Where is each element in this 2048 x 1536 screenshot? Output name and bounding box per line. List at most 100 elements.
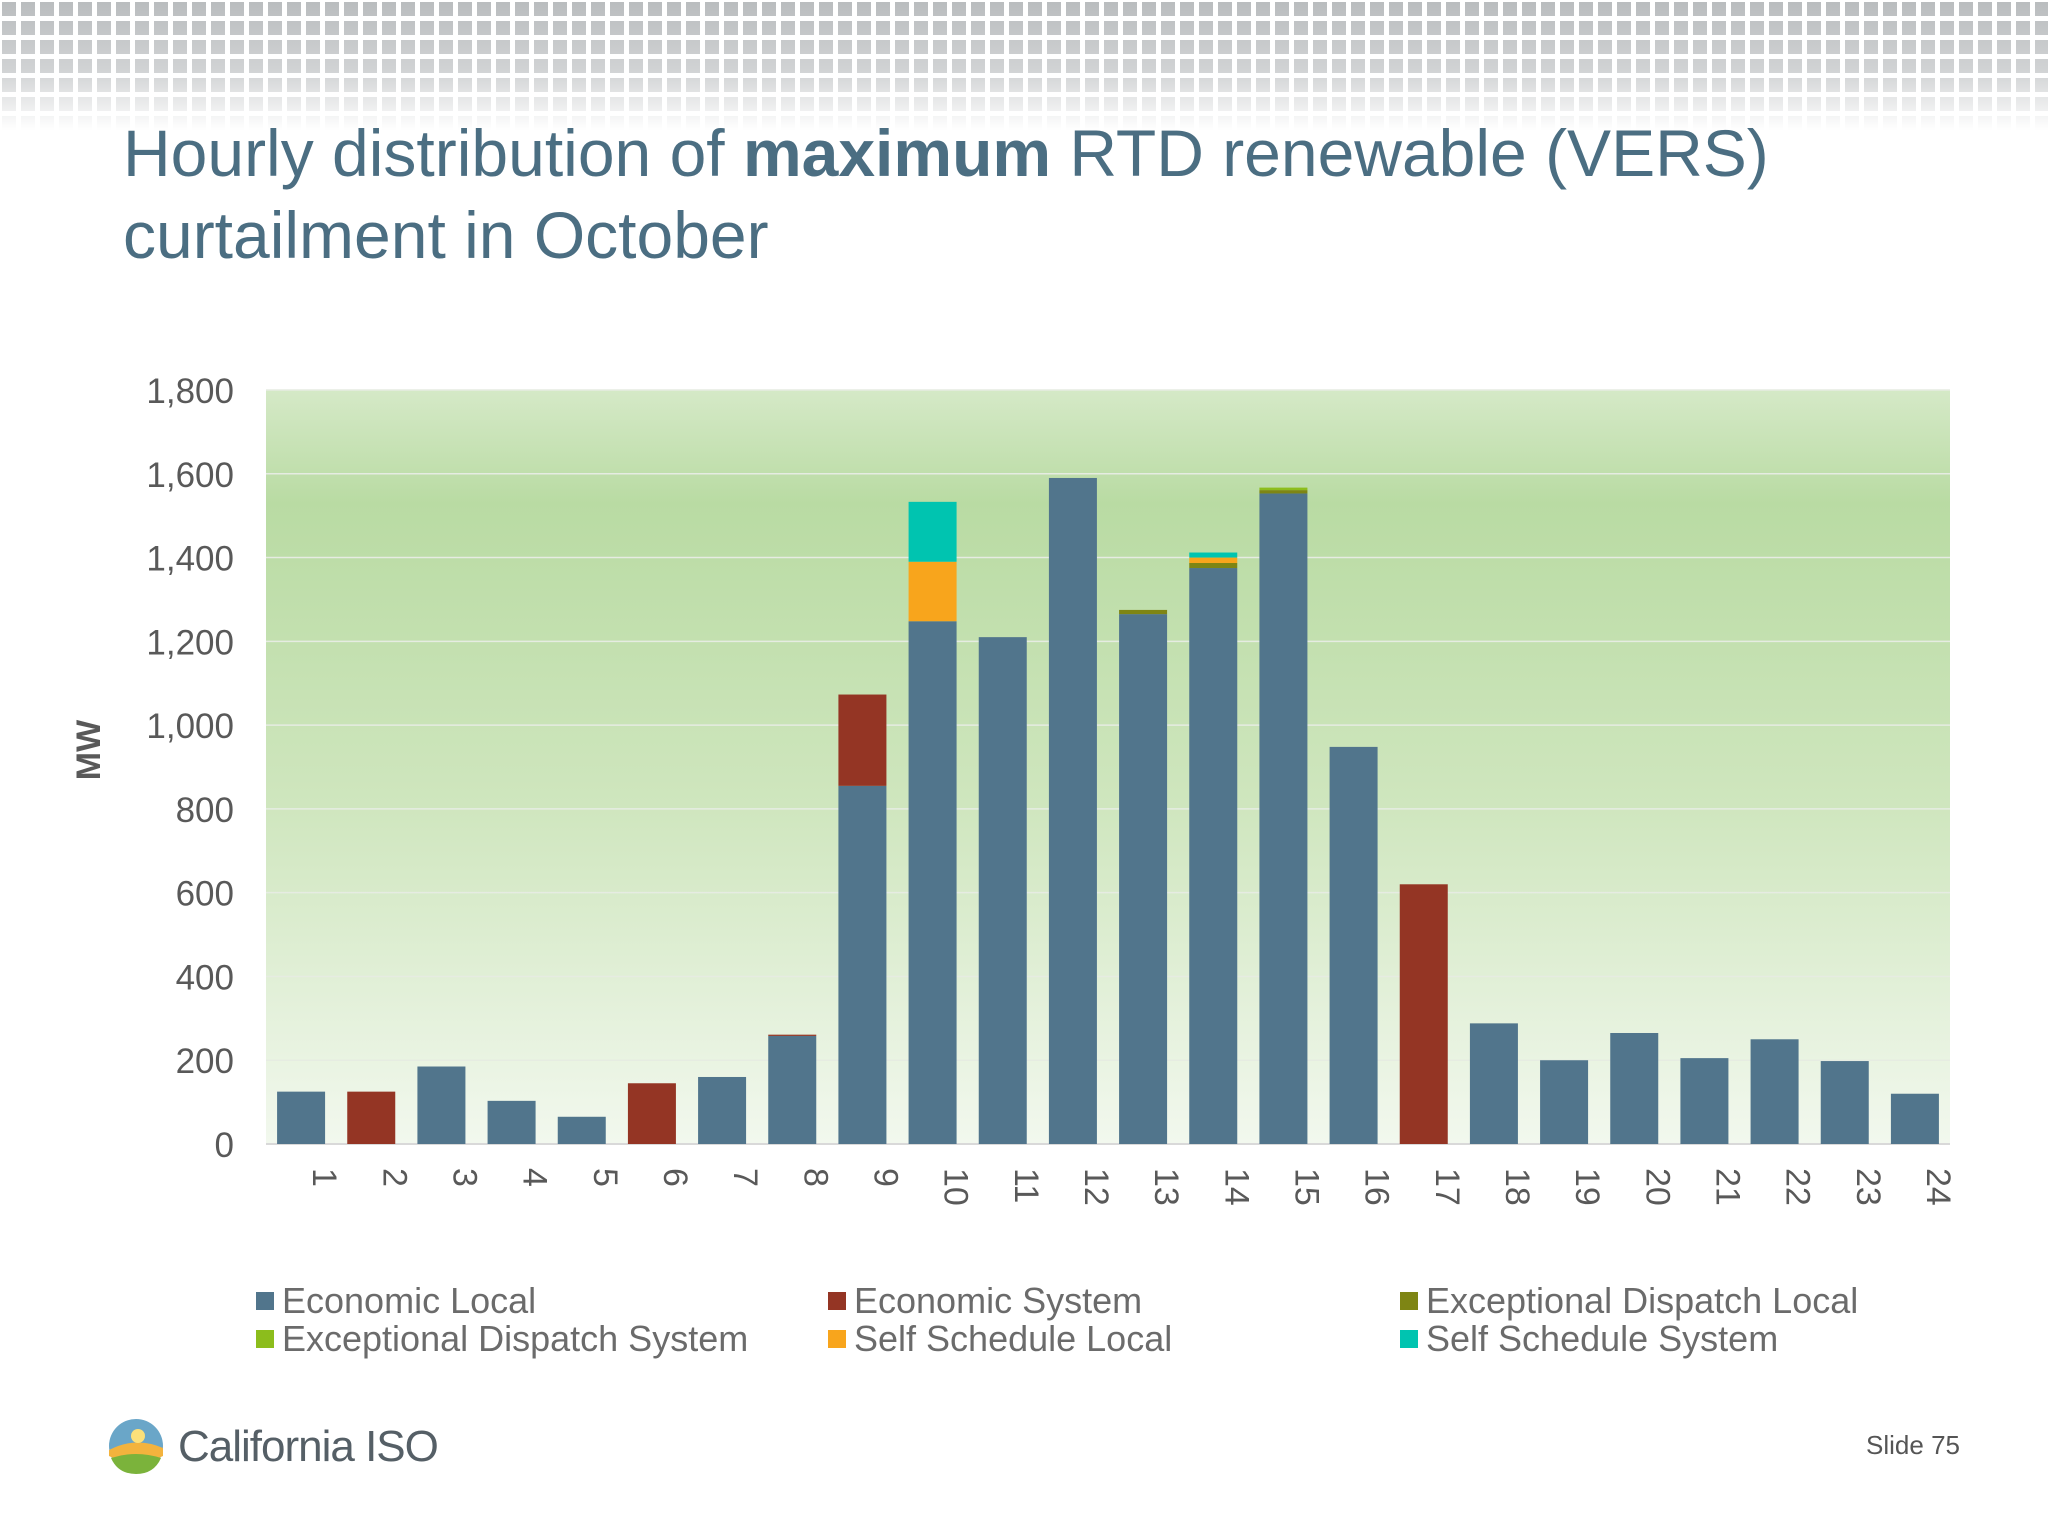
bar-segment [1469, 1023, 1518, 1144]
y-axis-label: MW [70, 719, 108, 780]
bar-segment [978, 637, 1027, 1144]
x-tick-label: 15 [1287, 1168, 1325, 1206]
x-tick-label: 20 [1638, 1168, 1676, 1206]
y-tick-label: 0 [215, 1126, 234, 1165]
y-tick-label: 1,000 [146, 707, 234, 746]
bar-segment [627, 1083, 676, 1144]
bar-segment [1329, 746, 1378, 1144]
y-tick-label: 400 [176, 958, 234, 997]
bar-segment [838, 785, 887, 1144]
slide-number: Slide 75 [1866, 1430, 1960, 1460]
bar-segment [1189, 552, 1238, 558]
x-tick-label: 17 [1428, 1168, 1466, 1206]
logo-text: California ISO [178, 1422, 439, 1471]
legend-label: Self Schedule Local [854, 1318, 1173, 1359]
bar-segment [1259, 490, 1308, 494]
plot-area [266, 390, 1950, 1144]
x-tick-label: 19 [1568, 1168, 1606, 1206]
title-part1: Hourly distribution of [123, 116, 743, 190]
legend-label: Exceptional Dispatch Local [1426, 1280, 1859, 1321]
x-tick-label: 8 [796, 1168, 834, 1187]
bar-segment [838, 694, 887, 786]
y-tick-label: 1,600 [146, 456, 234, 495]
x-tick-label: 7 [726, 1168, 764, 1187]
slide-title: Hourly distribution of maximum RTD renew… [123, 112, 1923, 276]
bar-segment [1189, 563, 1238, 569]
bar-segment [768, 1035, 817, 1144]
legend-item: Exceptional Dispatch System [256, 1318, 748, 1360]
legend-item: Economic Local [256, 1280, 536, 1322]
bar-segment [1890, 1093, 1939, 1144]
bar-segment [1750, 1039, 1799, 1144]
y-tick-label: 1,800 [146, 372, 234, 411]
bar-segment [277, 1091, 326, 1144]
x-tick-label: 2 [375, 1168, 413, 1187]
x-tick-label: 21 [1708, 1168, 1746, 1206]
legend-swatch [256, 1292, 274, 1310]
legend-item: Self Schedule Local [828, 1318, 1172, 1360]
title-line2: curtailment in October [123, 198, 769, 272]
bar-segment [1259, 493, 1308, 1144]
y-axis-ticks: 0 200 400 600 800 1,000 1,200 1,400 1,600 1,800 [146, 372, 234, 1165]
bar-segment [1820, 1061, 1869, 1144]
x-tick-label: 22 [1779, 1168, 1817, 1206]
legend-label: Exceptional Dispatch System [282, 1318, 749, 1359]
bar-segment [908, 501, 957, 562]
bar-segment [557, 1116, 606, 1144]
bar-segment [1119, 614, 1168, 1144]
bars [277, 477, 1939, 1144]
x-tick-label: 11 [1007, 1168, 1045, 1203]
bar-segment [1259, 487, 1308, 491]
x-tick-label: 13 [1147, 1168, 1185, 1206]
x-tick-label: 18 [1498, 1168, 1536, 1206]
x-tick-label: 10 [937, 1168, 975, 1206]
bar-segment [347, 1091, 396, 1144]
legend-label: Self Schedule System [1426, 1318, 1779, 1359]
bar-segment [768, 1034, 817, 1036]
legend-swatch [1400, 1330, 1418, 1348]
x-axis-ticks: 1 2 3 4 5 6 7 8 9 10 11 12 13 14 15 16 17 18 19 20 21 22 23 24 [305, 1168, 1957, 1206]
legend-swatch [828, 1292, 846, 1310]
y-tick-label: 200 [176, 1042, 234, 1081]
bar-segment [487, 1100, 536, 1144]
x-tick-label: 14 [1217, 1168, 1255, 1206]
legend-item: Economic System [828, 1280, 1142, 1322]
gridlines [266, 389, 1950, 1145]
bar-segment [698, 1076, 747, 1144]
y-tick-label: 600 [176, 875, 234, 914]
bar-segment [1680, 1058, 1729, 1144]
bar-segment [1540, 1060, 1589, 1144]
header-pattern [0, 0, 2048, 130]
bar-segment [417, 1066, 466, 1144]
bar-segment [1399, 884, 1448, 1144]
legend-swatch [256, 1330, 274, 1348]
bar-segment [1048, 477, 1097, 1144]
title-bold: maximum [742, 116, 1052, 190]
x-tick-label: 4 [516, 1168, 554, 1187]
california-iso-logo: California ISO [106, 1416, 466, 1480]
legend-label: Economic Local [282, 1280, 537, 1321]
bar-segment [908, 621, 957, 1144]
chart-legend: Economic Local Economic System Exceptional… [256, 1280, 1956, 1366]
legend-item: Self Schedule System [1400, 1318, 1778, 1360]
y-tick-label: 800 [176, 791, 234, 830]
bar-segment [908, 561, 957, 622]
x-tick-label: 23 [1849, 1168, 1887, 1206]
y-tick-label: 1,400 [146, 540, 234, 579]
x-tick-label: 6 [656, 1168, 694, 1187]
x-tick-label: 24 [1919, 1168, 1957, 1206]
title-part2: RTD renewable (VERS) [1051, 116, 1769, 190]
legend-swatch [828, 1330, 846, 1348]
x-tick-label: 5 [586, 1168, 624, 1187]
legend-label: Economic System [854, 1280, 1143, 1321]
logo-icon [109, 1419, 163, 1474]
legend-item: Exceptional Dispatch Local [1400, 1280, 1858, 1322]
bar-chart: 0 200 400 600 800 1,000 1,200 1,400 1,600 1,800 1… [70, 372, 1957, 1206]
x-tick-label: 9 [866, 1168, 904, 1187]
x-tick-label: 12 [1077, 1168, 1115, 1206]
bar-segment [1189, 568, 1238, 1144]
bar-segment [1610, 1032, 1659, 1144]
x-tick-label: 1 [305, 1168, 343, 1187]
x-tick-label: 16 [1358, 1168, 1396, 1206]
y-tick-label: 1,200 [146, 623, 234, 662]
